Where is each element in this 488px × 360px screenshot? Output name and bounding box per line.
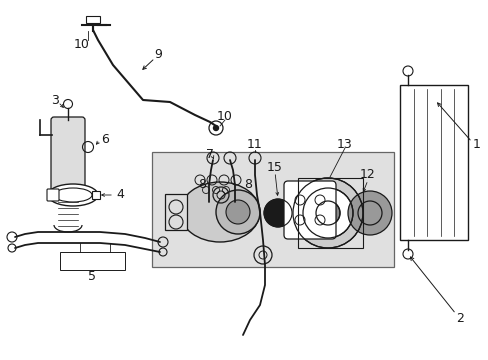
- Circle shape: [268, 204, 286, 222]
- Bar: [297, 178, 362, 248]
- Ellipse shape: [48, 184, 98, 206]
- Circle shape: [303, 188, 352, 238]
- Text: 7: 7: [205, 148, 214, 162]
- Bar: [86, 16, 100, 23]
- Bar: [399, 85, 467, 240]
- FancyBboxPatch shape: [284, 181, 335, 239]
- Circle shape: [315, 201, 339, 225]
- Circle shape: [273, 209, 282, 217]
- Circle shape: [225, 200, 249, 224]
- Ellipse shape: [54, 188, 92, 202]
- Text: 14: 14: [307, 208, 322, 218]
- Bar: [60, 252, 125, 270]
- Bar: [164, 194, 186, 230]
- Text: 15: 15: [266, 162, 283, 175]
- Text: 6: 6: [101, 134, 109, 147]
- Text: 8: 8: [198, 179, 205, 192]
- Text: 13: 13: [336, 139, 352, 152]
- Circle shape: [347, 191, 391, 235]
- Text: 9: 9: [154, 49, 162, 62]
- FancyBboxPatch shape: [47, 189, 59, 201]
- Text: 11: 11: [246, 139, 263, 152]
- Text: 12: 12: [359, 168, 375, 181]
- Text: 1: 1: [472, 139, 480, 152]
- Text: 10: 10: [74, 39, 90, 51]
- Text: 4: 4: [116, 189, 123, 202]
- Text: 2: 2: [455, 311, 463, 324]
- Bar: [152, 152, 393, 267]
- Text: 10: 10: [217, 111, 232, 123]
- Circle shape: [216, 190, 260, 234]
- Circle shape: [213, 126, 218, 130]
- Bar: [92, 191, 100, 199]
- FancyBboxPatch shape: [51, 117, 85, 193]
- Text: 8: 8: [244, 179, 251, 192]
- Text: 16: 16: [322, 229, 337, 242]
- Text: 3: 3: [51, 94, 59, 107]
- Circle shape: [264, 199, 291, 227]
- Ellipse shape: [180, 182, 260, 242]
- Text: 5: 5: [88, 270, 96, 283]
- Circle shape: [357, 201, 381, 225]
- Circle shape: [292, 178, 362, 248]
